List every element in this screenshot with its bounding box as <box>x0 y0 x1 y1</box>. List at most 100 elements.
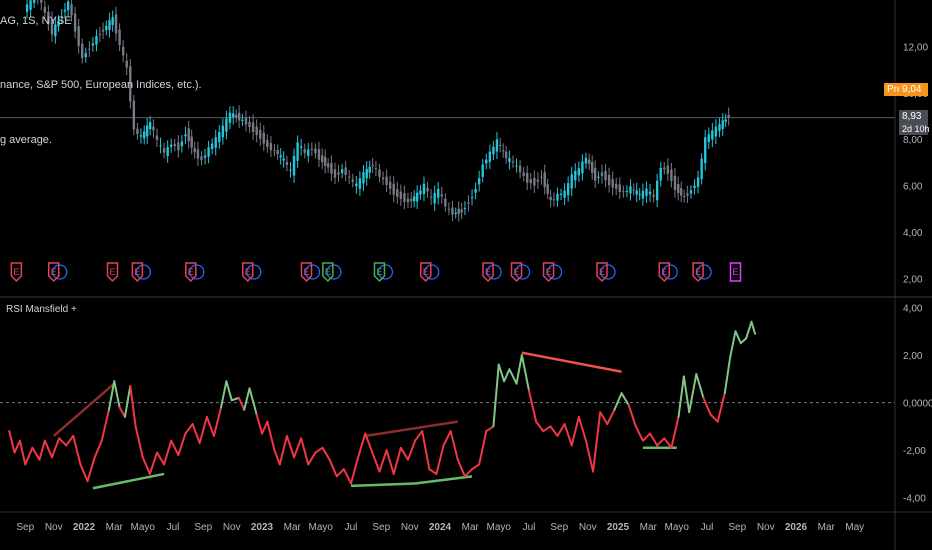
candle-body[interactable] <box>577 168 581 176</box>
rsi-line-segment[interactable] <box>328 458 338 478</box>
candle-body[interactable] <box>607 174 611 186</box>
candle-body[interactable] <box>114 14 118 34</box>
candle-body[interactable] <box>707 134 710 143</box>
candle-body[interactable] <box>228 112 232 123</box>
candle-body[interactable] <box>399 191 403 199</box>
rsi-line-segment[interactable] <box>442 430 452 447</box>
candle-body[interactable] <box>40 0 43 3</box>
candle-body[interactable] <box>54 24 57 37</box>
candle-body[interactable] <box>362 172 365 184</box>
rsi-line-segment[interactable] <box>592 411 602 473</box>
candle-body[interactable] <box>518 165 522 173</box>
rsi-line-segment[interactable] <box>503 368 511 383</box>
earnings-marker[interactable] <box>482 262 494 283</box>
rsi-line-segment[interactable] <box>649 432 659 447</box>
candle-body[interactable] <box>604 170 607 181</box>
rsi-line-segment[interactable] <box>688 373 698 414</box>
candle-body[interactable] <box>588 159 591 164</box>
candle-body[interactable] <box>611 179 614 188</box>
rsi-line-segment[interactable] <box>225 380 233 402</box>
rsi-line-segment[interactable] <box>314 446 324 454</box>
rsi-line-segment[interactable] <box>449 430 459 461</box>
rsi-line-segment[interactable] <box>170 439 180 456</box>
candle-body[interactable] <box>180 141 184 147</box>
dividend-marker[interactable] <box>514 264 531 280</box>
candle-body[interactable] <box>559 193 563 195</box>
candle-body[interactable] <box>248 121 251 128</box>
rsi-line-segment[interactable] <box>535 420 545 433</box>
candle-body[interactable] <box>73 13 77 32</box>
rsi-line-segment[interactable] <box>50 437 61 459</box>
candle-body[interactable] <box>317 149 321 160</box>
candle-body[interactable] <box>210 143 214 149</box>
candle-body[interactable] <box>563 190 566 198</box>
candle-body[interactable] <box>615 183 618 189</box>
candle-body[interactable] <box>50 19 54 35</box>
rsi-line-segment[interactable] <box>745 320 753 340</box>
candle-body[interactable] <box>686 193 689 196</box>
rsi-line-segment[interactable] <box>471 463 481 471</box>
candle-body[interactable] <box>663 167 666 170</box>
candle-body[interactable] <box>303 149 306 153</box>
rsi-line-segment[interactable] <box>65 434 75 447</box>
earnings-marker[interactable] <box>47 262 60 283</box>
rsi-line-segment[interactable] <box>86 456 96 483</box>
candle-body[interactable] <box>673 175 677 190</box>
candle-body[interactable] <box>460 209 463 213</box>
candle-body[interactable] <box>638 194 641 196</box>
rsi-line-segment[interactable] <box>43 439 53 459</box>
rsi-line-segment[interactable] <box>155 451 166 466</box>
candle-body[interactable] <box>108 20 111 30</box>
rsi-line-segment[interactable] <box>392 446 402 475</box>
candle-body[interactable] <box>344 167 347 175</box>
candle-body[interactable] <box>403 193 406 202</box>
candle-body[interactable] <box>285 162 289 165</box>
candle-body[interactable] <box>111 17 114 25</box>
candle-body[interactable] <box>105 25 108 31</box>
candle-body[interactable] <box>374 168 378 170</box>
rsi-line-segment[interactable] <box>734 330 742 345</box>
candle-body[interactable] <box>241 119 244 121</box>
candle-body[interactable] <box>679 188 683 196</box>
symbol-legend[interactable]: AG, 1S, NYSE <box>0 15 72 27</box>
rsi-line-segment[interactable] <box>577 415 587 442</box>
candle-body[interactable] <box>166 147 169 157</box>
divergence-line[interactable] <box>365 420 458 438</box>
candle-body[interactable] <box>641 190 645 199</box>
candle-body[interactable] <box>314 148 317 154</box>
candle-body[interactable] <box>526 172 529 183</box>
candle-body[interactable] <box>173 144 176 146</box>
rsi-line-segment[interactable] <box>414 430 424 442</box>
rsi-line-segment[interactable] <box>107 380 116 411</box>
candle-body[interactable] <box>43 7 47 13</box>
earnings-marker[interactable] <box>242 262 254 283</box>
candle-body[interactable] <box>533 177 536 186</box>
candle-body[interactable] <box>470 196 474 198</box>
earnings-marker[interactable] <box>692 262 704 283</box>
rsi-line-segment[interactable] <box>620 392 630 406</box>
rsi-line-segment[interactable] <box>641 432 652 442</box>
rsi-line-segment[interactable] <box>497 363 506 383</box>
candle-body[interactable] <box>437 188 440 198</box>
rsi-line-segment[interactable] <box>134 425 144 459</box>
candle-body[interactable] <box>704 137 707 163</box>
candle-body[interactable] <box>536 179 540 182</box>
rsi-line-segment[interactable] <box>702 396 712 416</box>
rsi-line-segment[interactable] <box>273 449 281 466</box>
rsi-line-segment[interactable] <box>729 330 737 359</box>
candle-body[interactable] <box>368 166 371 173</box>
rsi-line-segment[interactable] <box>100 408 110 442</box>
rsi-line-segment[interactable] <box>79 463 89 483</box>
candle-body[interactable] <box>454 212 457 214</box>
earnings-marker[interactable] <box>10 262 23 283</box>
rsi-line-segment[interactable] <box>357 432 367 459</box>
rsi-line-segment[interactable] <box>677 375 685 418</box>
candle-body[interactable] <box>396 188 399 197</box>
rsi-line-segment[interactable] <box>177 432 187 456</box>
candle-body[interactable] <box>29 0 32 10</box>
candle-body[interactable] <box>474 189 477 193</box>
dividend-marker[interactable] <box>246 264 262 280</box>
candle-body[interactable] <box>600 172 604 177</box>
candle-body[interactable] <box>289 169 292 171</box>
candle-body[interactable] <box>323 156 327 166</box>
